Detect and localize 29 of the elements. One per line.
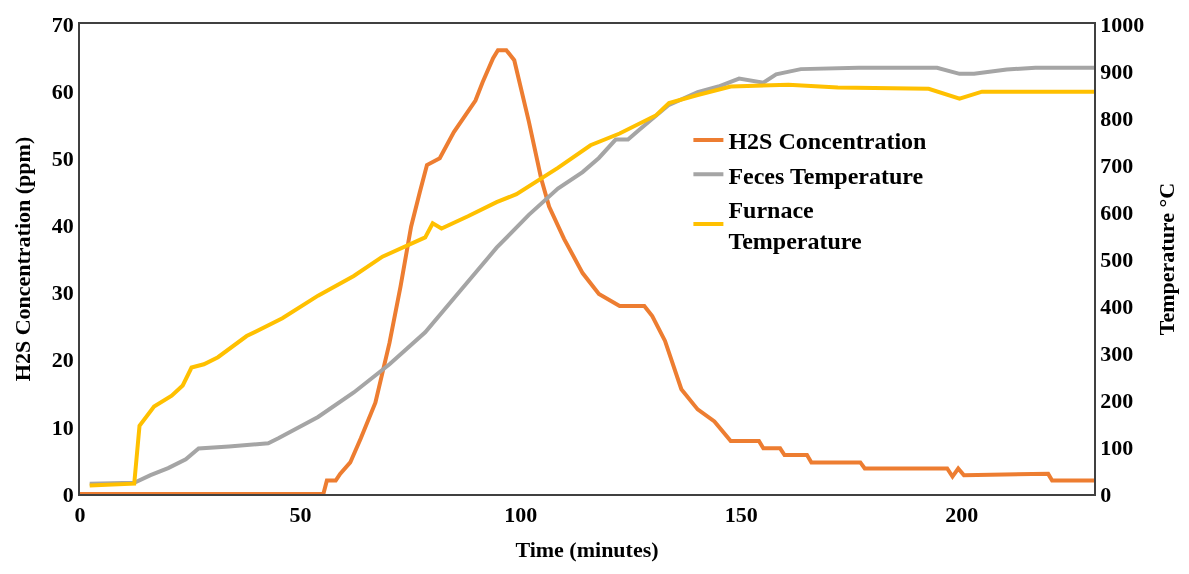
y2-tick-label: 800 <box>1100 105 1134 131</box>
x-tick-label: 200 <box>945 502 979 528</box>
y-tick-label: 10 <box>51 414 74 440</box>
y2-tick-label: 200 <box>1100 387 1134 413</box>
y-tick-label: 20 <box>51 347 74 373</box>
y2-tick-label: 0 <box>1100 481 1112 507</box>
y2-tick-label: 600 <box>1100 199 1134 225</box>
y-tick-label: 60 <box>51 78 74 104</box>
y-tick-label: 30 <box>51 280 74 306</box>
y-tick-label: 40 <box>51 213 74 239</box>
x-tick-label: 100 <box>504 502 538 528</box>
y-tick-label: 0 <box>62 481 74 507</box>
legend-label: H2S Concentration <box>728 128 927 155</box>
x-tick-label: 50 <box>289 502 312 528</box>
legend-label: Furnace Temperature <box>728 196 863 255</box>
x-tick-label: 150 <box>724 502 758 528</box>
y-tick-label: 50 <box>51 145 74 171</box>
y2-tick-label: 1000 <box>1100 11 1145 37</box>
y2-tick-label: 900 <box>1100 58 1134 84</box>
y2-tick-label: 700 <box>1100 152 1134 178</box>
y-axis-title: H2S Concentration (ppm) <box>10 136 36 382</box>
y2-tick-label: 300 <box>1100 340 1134 366</box>
legend-label: Feces Temperature <box>728 162 924 189</box>
y2-tick-label: 400 <box>1100 293 1134 319</box>
x-axis-title: Time (minutes) <box>515 536 659 562</box>
y2-tick-label: 500 <box>1100 246 1134 272</box>
y2-tick-label: 100 <box>1100 434 1134 460</box>
y-tick-label: 70 <box>51 11 74 37</box>
y2-axis-title: Temperature °C <box>1153 182 1179 336</box>
